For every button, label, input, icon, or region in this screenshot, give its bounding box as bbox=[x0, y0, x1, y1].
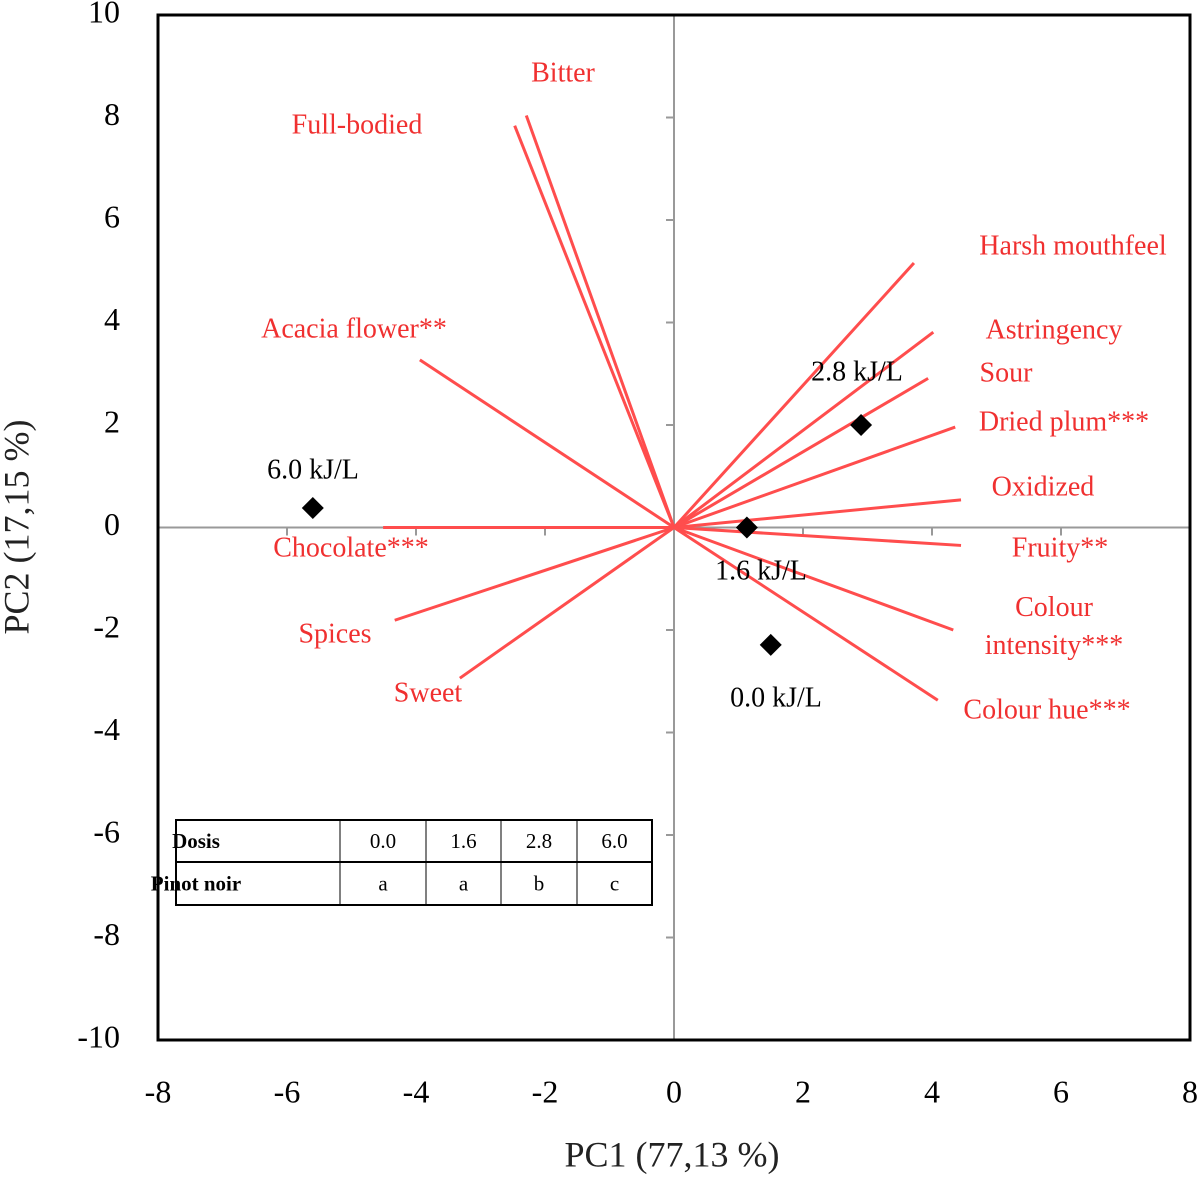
table-cell: a bbox=[459, 871, 469, 895]
y-tick-label: -2 bbox=[93, 608, 120, 644]
loading-label: Sour bbox=[980, 357, 1034, 388]
x-tick-label: 2 bbox=[795, 1073, 811, 1109]
loading-label: Oxidized bbox=[992, 471, 1095, 502]
loading-vector bbox=[673, 425, 956, 529]
plot-frame bbox=[156, 13, 1192, 1042]
score-point bbox=[301, 497, 324, 520]
loading-vector bbox=[673, 526, 954, 632]
score-point bbox=[759, 633, 782, 656]
y-tick-label: -4 bbox=[93, 711, 120, 747]
loading-label: Colour intensity*** bbox=[985, 592, 1123, 661]
point-label: 1.6 kJ/L bbox=[715, 555, 807, 586]
loading-label: Acacia flower** bbox=[261, 313, 447, 344]
loading-vector bbox=[673, 377, 929, 529]
loading-label: Spices bbox=[298, 618, 371, 649]
y-tick-label: 2 bbox=[104, 403, 120, 439]
y-axis-label: PC2 (17,15 %) bbox=[0, 420, 36, 635]
loading-label: Colour hue*** bbox=[963, 694, 1130, 725]
score-point bbox=[735, 516, 758, 539]
x-tick-label: -2 bbox=[532, 1073, 559, 1109]
loading-label: Sweet bbox=[394, 677, 463, 708]
x-tick-label: 6 bbox=[1053, 1073, 1069, 1109]
y-tick-label: 10 bbox=[88, 0, 120, 29]
loading-vector bbox=[673, 526, 962, 547]
loading-label: Harsh mouthfeel bbox=[979, 230, 1167, 261]
y-tick-label: -6 bbox=[93, 813, 120, 849]
table-cell: 6.0 bbox=[601, 829, 627, 853]
loading-vector bbox=[672, 262, 916, 529]
score-point bbox=[850, 414, 873, 436]
y-tick-label: 4 bbox=[104, 301, 120, 337]
loading-label: Fruity** bbox=[1012, 532, 1108, 563]
loading-vector bbox=[394, 526, 675, 622]
table-cell: 0.0 bbox=[370, 829, 396, 853]
loading-vector bbox=[673, 498, 962, 529]
y-tick-label: 0 bbox=[104, 506, 120, 542]
table-cell: Dosis bbox=[172, 829, 220, 853]
loading-vector bbox=[513, 125, 676, 529]
y-tick-label: -8 bbox=[93, 916, 120, 952]
y-tick-label: -10 bbox=[77, 1018, 120, 1054]
x-tick-label: 4 bbox=[924, 1073, 940, 1109]
table-cell: 2.8 bbox=[526, 829, 552, 853]
loading-label: Chocolate*** bbox=[273, 532, 429, 563]
loading-vector bbox=[673, 526, 939, 702]
loading-label: Dried plum*** bbox=[979, 406, 1149, 437]
point-label: 2.8 kJ/L bbox=[811, 356, 903, 387]
loading-vector bbox=[673, 331, 935, 529]
loading-label: Bitter bbox=[531, 57, 595, 88]
loading-label: Full-bodied bbox=[292, 109, 423, 140]
loading-vector bbox=[524, 114, 676, 529]
point-label: 0.0 kJ/L bbox=[730, 682, 822, 713]
x-tick-label: -4 bbox=[403, 1073, 430, 1109]
table-cell: b bbox=[534, 871, 545, 895]
x-tick-label: 0 bbox=[666, 1073, 682, 1109]
table-cell: 1.6 bbox=[450, 829, 476, 853]
x-tick-label: -6 bbox=[274, 1073, 301, 1109]
table-cell: c bbox=[610, 871, 619, 895]
point-label: 6.0 kJ/L bbox=[267, 454, 359, 485]
x-tick-label: 8 bbox=[1182, 1073, 1198, 1109]
x-axis-label: PC1 (77,13 %) bbox=[565, 1134, 780, 1174]
x-tick-label: -8 bbox=[145, 1073, 172, 1109]
loading-label: Astringency bbox=[986, 314, 1123, 345]
table-cell: Pinot noir bbox=[151, 871, 241, 895]
loading-vector bbox=[419, 358, 675, 529]
loading-vector bbox=[458, 526, 675, 680]
y-tick-label: 6 bbox=[104, 198, 120, 234]
table-cell: a bbox=[378, 871, 388, 895]
y-tick-label: 8 bbox=[104, 96, 120, 132]
